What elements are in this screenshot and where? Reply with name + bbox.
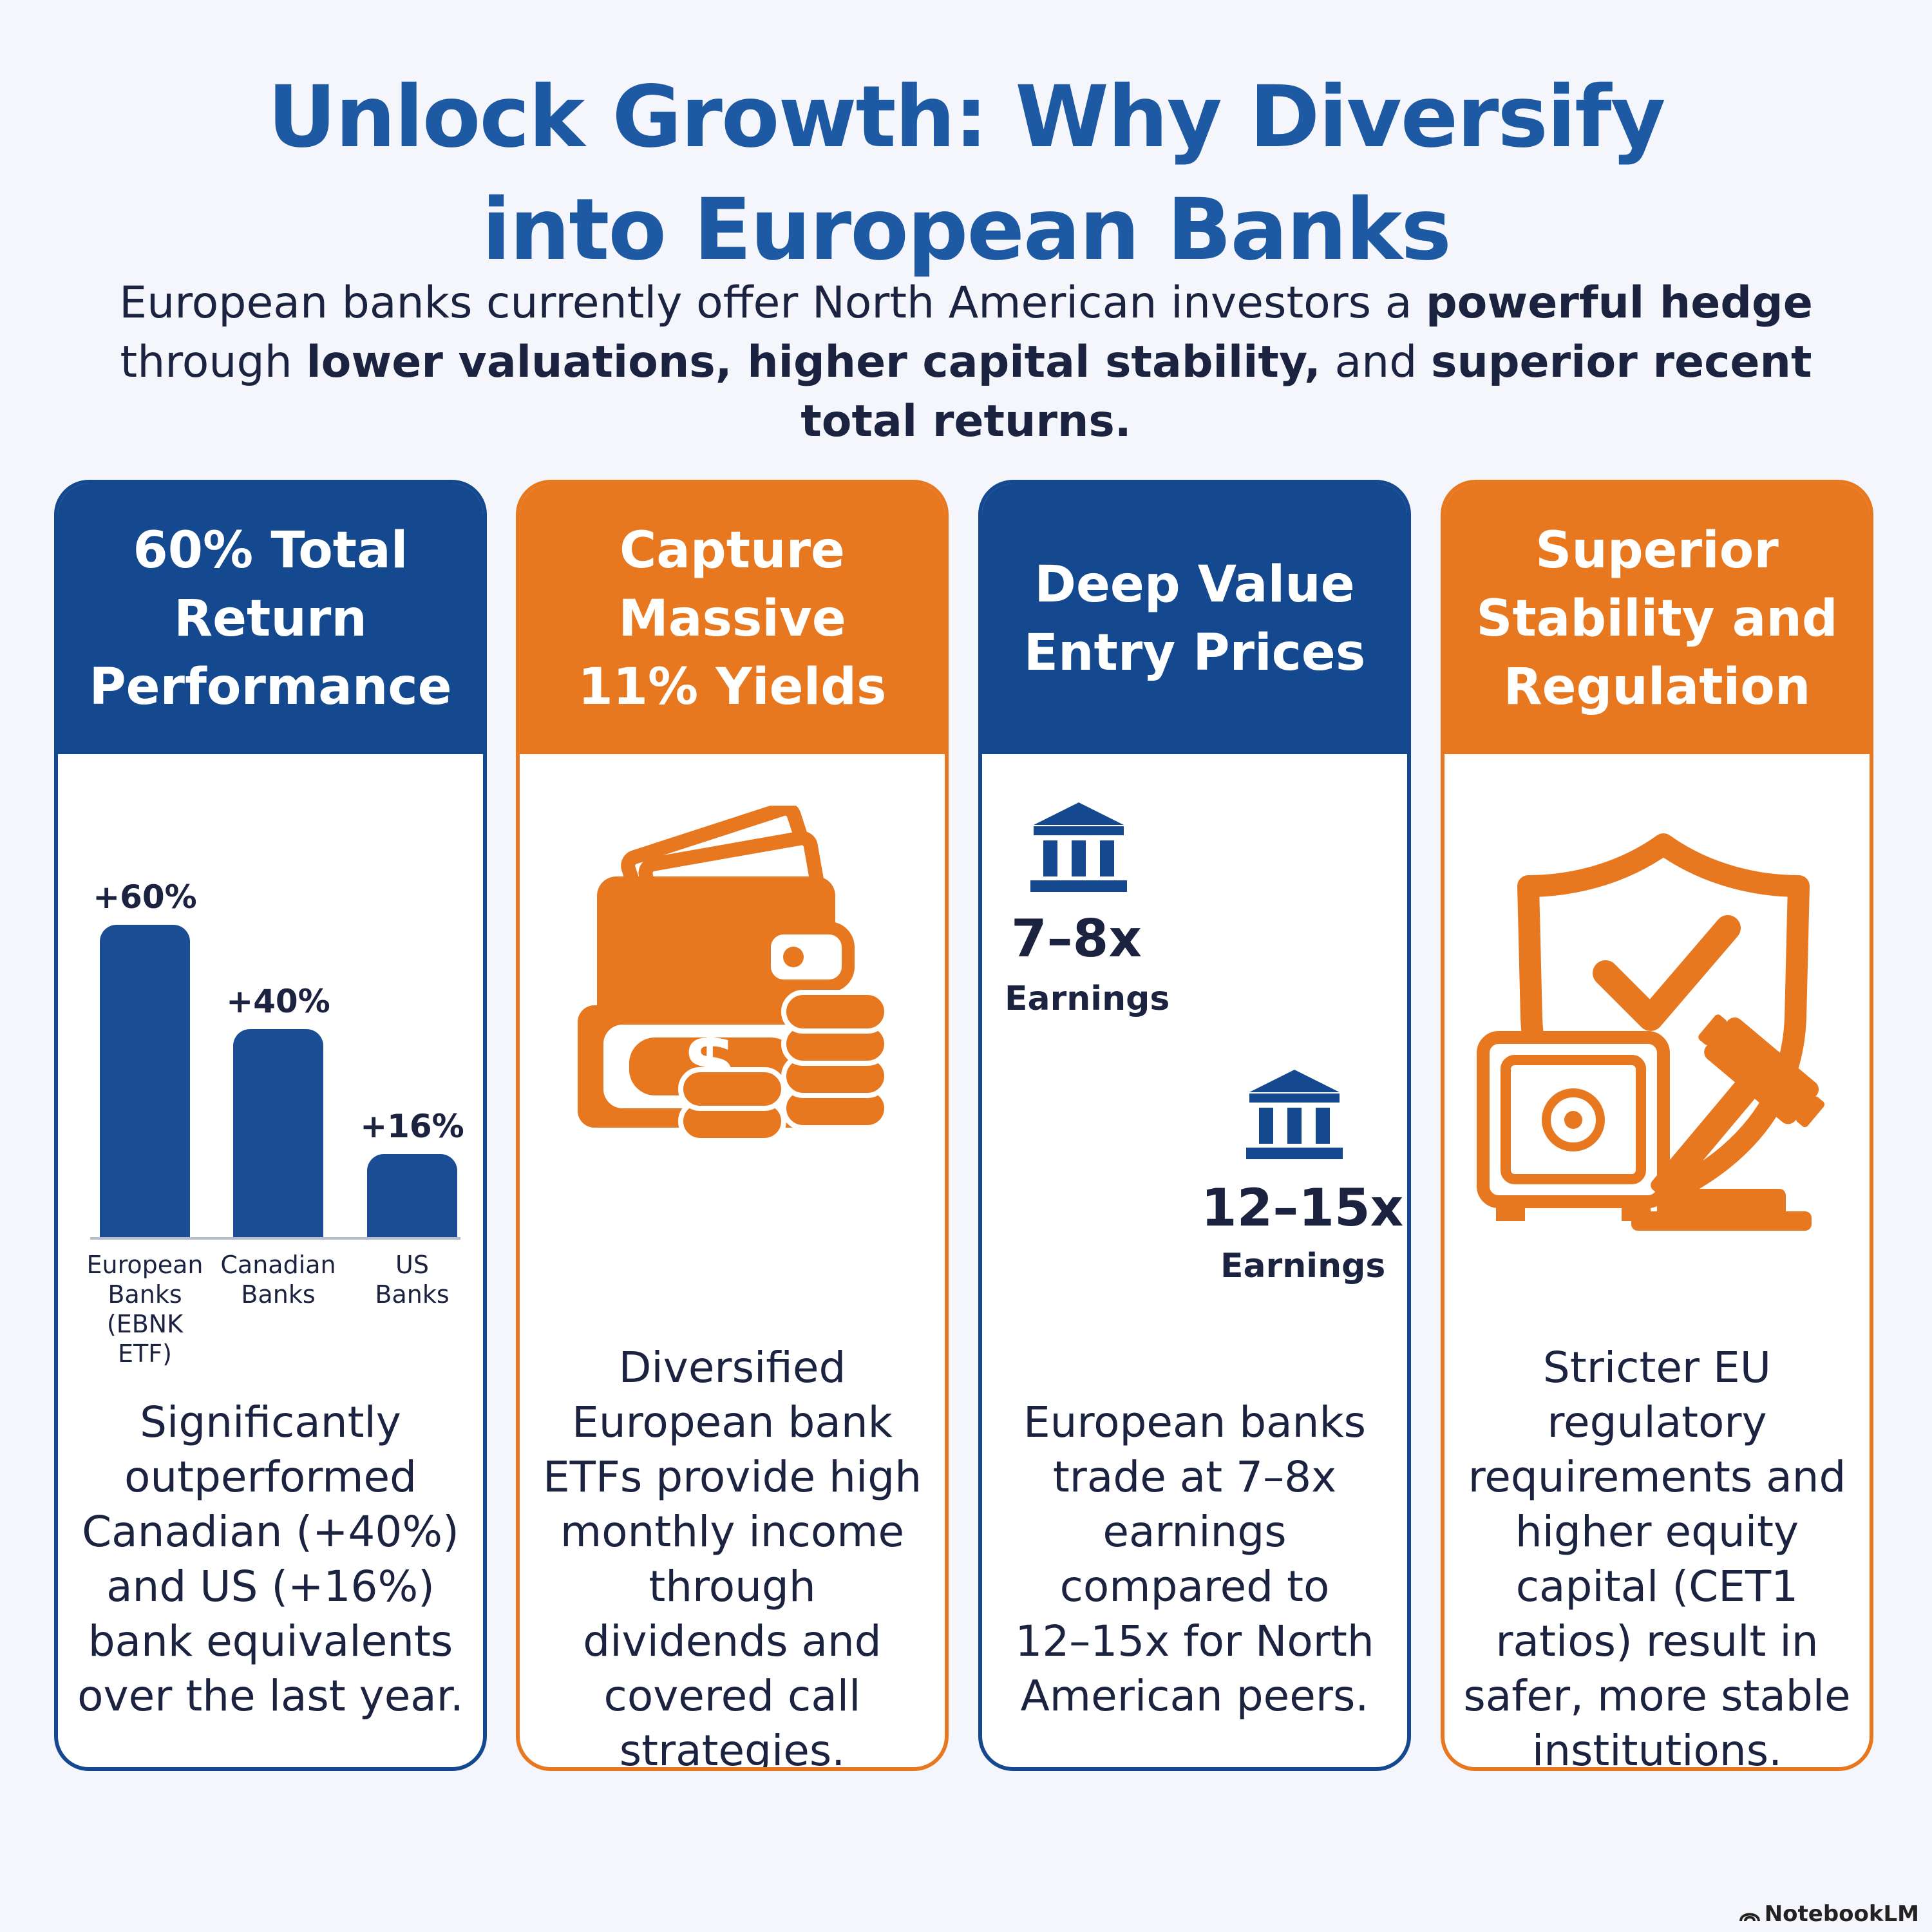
bar-value-label: +60%: [93, 878, 197, 916]
chart-axis: [90, 1237, 460, 1240]
page-subtitle: European banks currently offer North Ame…: [109, 274, 1823, 451]
card-title: Deep Value Entry Prices: [982, 484, 1407, 754]
subtitle-text-1: European banks currently offer North Ame…: [119, 278, 1426, 328]
card-title: Capture Massive 11% Yields: [520, 484, 945, 754]
bank-building-icon: [1030, 802, 1127, 892]
subtitle-bold-1: powerful hedge: [1426, 278, 1813, 328]
subtitle-text-2: through: [120, 337, 307, 388]
title-line-1: Unlock Growth: Why Diversify: [267, 68, 1665, 167]
category-label: European Banks (EBNK ETF): [86, 1251, 204, 1368]
card-description: European banks trade at 7–8x earnings co…: [1015, 1397, 1374, 1721]
bar: [233, 1028, 323, 1237]
card-yields: Capture Massive 11% Yields $ Diversified…: [516, 480, 949, 1771]
bar: [367, 1153, 457, 1237]
bar-value-label: +40%: [226, 982, 330, 1020]
wallet-cash-coins-icon: $: [578, 806, 889, 1141]
card-title: Superior Stability and Regulation: [1444, 484, 1870, 754]
na-pe-label: Earnings: [1220, 1247, 1386, 1285]
subtitle-bold-3: superior recent total returns.: [800, 337, 1812, 447]
category-label: Canadian Banks: [220, 1251, 336, 1309]
card-valuation: Deep Value Entry Prices 7–8x Earnings 12…: [978, 480, 1411, 1771]
title-line-2: into European Banks: [482, 180, 1452, 279]
card-total-return: 60% Total Return Performance +60% Europea…: [54, 480, 487, 1771]
bar: [100, 925, 190, 1237]
na-pe-value: 12–15x: [1201, 1178, 1404, 1238]
card-description: Stricter EU regulatory requirements and …: [1463, 1343, 1851, 1771]
eu-pe-label: Earnings: [1005, 980, 1170, 1018]
subtitle-bold-2: lower valuations, higher capital stabili…: [306, 337, 1321, 388]
card-title: 60% Total Return Performance: [58, 484, 483, 754]
card-description: Diversified European bank ETFs provide h…: [542, 1343, 922, 1771]
subtitle-text-3: and: [1320, 337, 1431, 388]
notebooklm-logo-icon: [1739, 1913, 1760, 1922]
card-description: Significantly outperformed Canadian (+40…: [77, 1397, 464, 1721]
shield-check-safe-gavel-icon: [1477, 833, 1825, 1231]
page-title: Unlock Growth: Why Diversify into Europe…: [0, 61, 1932, 287]
card-stability: Superior Stability and Regulation Strict…: [1441, 480, 1873, 1771]
notebooklm-watermark: NotebookLM: [1739, 1901, 1919, 1927]
category-label: US Banks: [375, 1251, 450, 1309]
eu-pe-value: 7–8x: [1011, 909, 1142, 969]
bank-building-icon: [1246, 1070, 1343, 1159]
bar-value-label: +16%: [360, 1107, 464, 1145]
watermark-text: NotebookLM: [1764, 1901, 1919, 1927]
